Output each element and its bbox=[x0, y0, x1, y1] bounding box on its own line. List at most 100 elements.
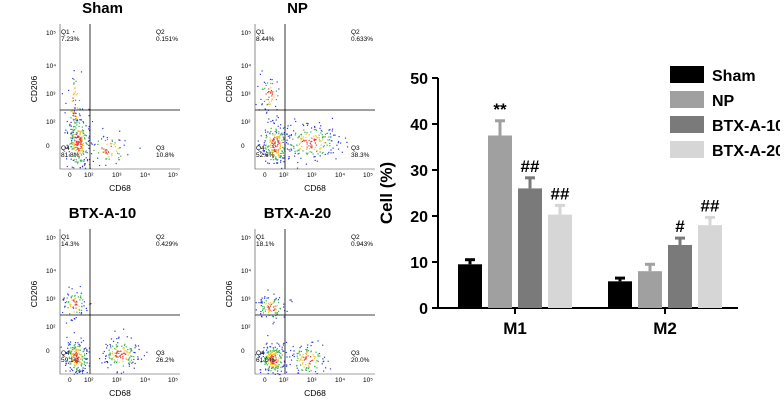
event-dot bbox=[80, 154, 83, 156]
event-dot bbox=[74, 129, 76, 131]
event-dot bbox=[270, 351, 272, 353]
event-dot bbox=[266, 306, 268, 308]
event-dot bbox=[67, 293, 69, 295]
event-dot bbox=[79, 108, 81, 110]
event-dot bbox=[78, 149, 80, 151]
event-dot bbox=[288, 149, 290, 151]
event-dot bbox=[313, 138, 315, 140]
event-dot bbox=[117, 359, 119, 361]
event-dot bbox=[272, 138, 275, 140]
event-dot bbox=[270, 353, 272, 355]
event-dot bbox=[102, 136, 104, 138]
event-dot bbox=[84, 167, 87, 169]
event-dot bbox=[69, 313, 71, 315]
event-dot bbox=[74, 140, 76, 142]
flow-panel-1: Sham Q1 7.23% Q2 0.151% Q3 10.8% Q4 81.8% 0 10² 10³… bbox=[20, 0, 185, 205]
event-dot bbox=[296, 144, 298, 146]
event-dot bbox=[82, 356, 84, 358]
event-dot bbox=[265, 93, 267, 95]
event-dot bbox=[81, 302, 83, 305]
flow-x-tick: 0 bbox=[263, 172, 267, 179]
event-dot bbox=[318, 352, 320, 355]
flow-y-label: CD206 bbox=[224, 280, 234, 308]
event-dot bbox=[74, 295, 76, 297]
event-dot bbox=[277, 153, 279, 155]
event-dot bbox=[130, 350, 132, 352]
event-dot bbox=[338, 141, 340, 143]
event-dot bbox=[270, 356, 272, 358]
event-dot bbox=[273, 137, 275, 140]
flow-x-tick: 10³ bbox=[112, 172, 122, 179]
flow-x-tick: 0 bbox=[263, 377, 267, 384]
event-dot bbox=[80, 71, 83, 73]
event-dot bbox=[84, 163, 86, 165]
event-dot bbox=[79, 159, 81, 162]
event-dot bbox=[82, 143, 84, 145]
event-dot bbox=[73, 134, 75, 136]
event-dot bbox=[268, 91, 270, 93]
event-dot bbox=[69, 343, 71, 345]
event-dot bbox=[324, 136, 326, 138]
event-dot bbox=[278, 131, 280, 133]
event-dot bbox=[279, 143, 281, 145]
event-dot bbox=[277, 116, 279, 119]
event-dot bbox=[75, 132, 77, 134]
event-dot bbox=[289, 144, 291, 146]
event-dot bbox=[324, 153, 326, 156]
event-dot bbox=[270, 130, 272, 132]
event-dot bbox=[122, 358, 124, 360]
event-dot bbox=[267, 103, 269, 105]
event-dot bbox=[313, 156, 315, 158]
event-dot bbox=[278, 139, 280, 141]
event-dot bbox=[72, 135, 74, 138]
event-dot bbox=[111, 359, 113, 361]
event-dot bbox=[78, 362, 80, 364]
event-dot bbox=[271, 315, 274, 317]
event-dot bbox=[101, 362, 103, 364]
event-dot bbox=[77, 161, 79, 163]
event-dot bbox=[266, 346, 268, 348]
event-dot bbox=[323, 136, 325, 138]
event-dot bbox=[85, 358, 87, 360]
flow-y-label: CD206 bbox=[224, 75, 234, 103]
event-dot bbox=[111, 139, 113, 141]
event-dot bbox=[311, 140, 313, 142]
event-dot bbox=[106, 143, 108, 145]
event-dot bbox=[277, 125, 279, 127]
event-dot bbox=[78, 305, 80, 307]
event-dot bbox=[82, 152, 84, 154]
event-dot bbox=[73, 318, 75, 320]
event-dot bbox=[337, 142, 339, 144]
event-dot bbox=[60, 346, 62, 348]
event-dot bbox=[272, 367, 274, 369]
event-dot bbox=[74, 122, 76, 124]
event-dot bbox=[69, 363, 71, 365]
event-dot bbox=[287, 135, 289, 137]
flow-scatter bbox=[59, 24, 180, 170]
event-dot bbox=[80, 141, 82, 143]
event-dot bbox=[262, 355, 264, 358]
flow-x-tick: 10² bbox=[279, 377, 289, 384]
event-dot bbox=[73, 92, 75, 94]
event-dot bbox=[74, 298, 76, 300]
event-dot bbox=[298, 143, 300, 146]
event-dot bbox=[271, 93, 274, 95]
legend-swatch bbox=[670, 141, 704, 158]
event-dot bbox=[71, 295, 73, 297]
event-dot bbox=[341, 151, 343, 153]
event-dot bbox=[277, 149, 279, 151]
event-dot bbox=[78, 122, 81, 124]
event-dot bbox=[265, 151, 267, 153]
event-dot bbox=[105, 164, 107, 166]
event-dot bbox=[105, 152, 107, 154]
event-dot bbox=[269, 141, 271, 143]
event-dot bbox=[74, 138, 76, 140]
event-dot bbox=[280, 362, 282, 364]
event-dot bbox=[281, 366, 284, 368]
event-dot bbox=[259, 369, 261, 371]
event-dot bbox=[263, 308, 265, 310]
event-dot bbox=[128, 363, 130, 365]
event-dot bbox=[261, 352, 263, 354]
event-dot bbox=[271, 154, 273, 156]
event-dot bbox=[273, 149, 275, 151]
